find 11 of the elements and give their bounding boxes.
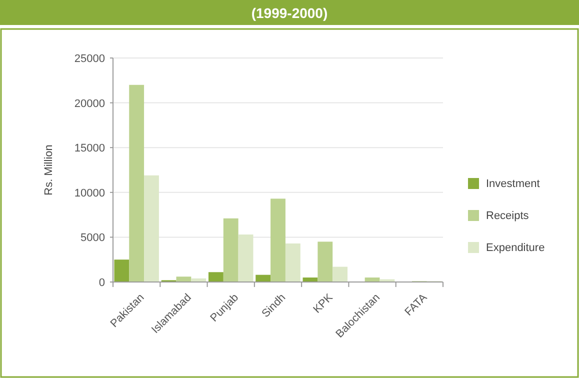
legend-label: Receipts [486,210,530,222]
legend-label: Expenditure [486,242,545,254]
chart-title: (1999-2000) [251,5,328,21]
y-axis-title: Rs. Million [43,144,55,196]
legend-label: Investment [486,178,540,190]
y-tick-label: 15000 [74,142,105,155]
y-tick-label: 25000 [74,53,105,65]
y-tick-label: 0 [98,277,105,289]
y-tick-label: 5000 [80,232,105,244]
y-tick-label: 10000 [74,187,105,200]
y-tick-label: 20000 [74,98,105,110]
